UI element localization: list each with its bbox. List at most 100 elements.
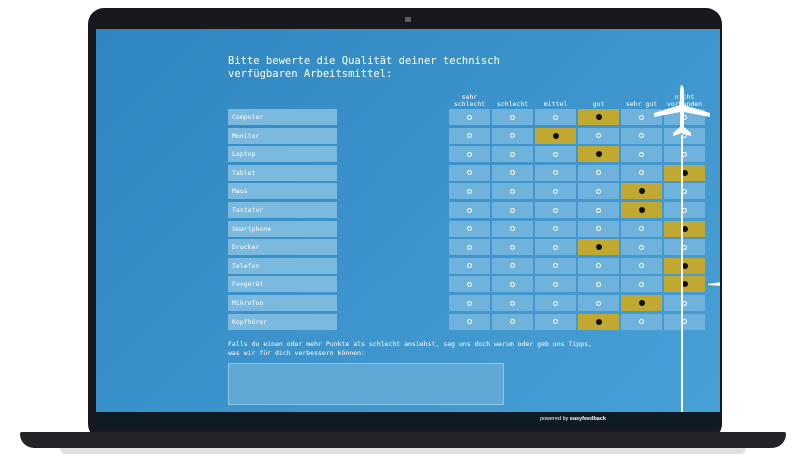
rating-option[interactable] (449, 183, 490, 200)
rating-option[interactable] (578, 183, 619, 200)
rating-option[interactable] (664, 164, 705, 181)
rating-option[interactable] (492, 127, 533, 144)
powered-by-text[interactable]: powered by easyfeedback (540, 416, 606, 422)
rating-option[interactable] (578, 257, 619, 274)
rating-option[interactable] (535, 313, 576, 330)
rating-option[interactable] (535, 257, 576, 274)
radio-icon (596, 133, 601, 139)
radio-icon (596, 263, 601, 269)
rating-option[interactable] (578, 202, 619, 218)
radio-icon (467, 207, 472, 213)
rating-option[interactable] (449, 257, 490, 274)
rating-option[interactable] (621, 109, 662, 125)
rating-option[interactable] (535, 239, 576, 256)
rating-option[interactable] (578, 146, 619, 163)
selected-radio-icon (681, 225, 688, 232)
matrix-row: Telefon (228, 257, 705, 274)
rating-option[interactable] (535, 146, 576, 163)
rating-option[interactable] (492, 313, 533, 330)
rating-option[interactable] (449, 146, 490, 163)
rating-option[interactable] (492, 220, 533, 237)
rating-option[interactable] (449, 202, 490, 218)
rating-option[interactable] (449, 109, 490, 125)
rating-option[interactable] (449, 276, 490, 293)
rating-option[interactable] (621, 183, 662, 200)
column-header: schlecht (496, 100, 529, 108)
rating-option[interactable] (621, 257, 662, 274)
rating-option[interactable] (449, 164, 490, 181)
rating-option[interactable] (621, 313, 662, 330)
row-label: Mikrofon (228, 295, 337, 311)
rating-option[interactable] (621, 146, 662, 163)
rating-option[interactable] (621, 220, 662, 237)
rating-option[interactable] (578, 127, 619, 144)
rating-option[interactable] (449, 220, 490, 237)
rating-option[interactable] (621, 127, 662, 144)
rating-option[interactable] (578, 164, 619, 181)
rating-option[interactable] (535, 202, 576, 218)
rating-option[interactable] (578, 313, 619, 330)
rating-option[interactable] (578, 295, 619, 311)
rating-option[interactable] (664, 257, 705, 274)
row-label: Drucker (228, 239, 337, 256)
rating-option[interactable] (492, 146, 533, 163)
radio-icon (467, 133, 472, 139)
rating-option[interactable] (664, 276, 705, 293)
radio-icon (596, 281, 601, 287)
rating-option[interactable] (449, 239, 490, 256)
rating-option[interactable] (664, 239, 705, 256)
rating-option[interactable] (578, 239, 619, 256)
rating-option[interactable] (621, 164, 662, 181)
rating-option[interactable] (664, 146, 705, 163)
selected-radio-icon (681, 262, 688, 269)
rating-option[interactable] (578, 220, 619, 237)
rating-option[interactable] (449, 313, 490, 330)
rating-option[interactable] (535, 164, 576, 181)
matrix-row: Computer (228, 109, 705, 125)
rating-option[interactable] (492, 239, 533, 256)
column-header: mittel (543, 100, 568, 108)
rating-option[interactable] (621, 239, 662, 256)
row-label: Kopfhörer (228, 313, 337, 330)
rating-option[interactable] (449, 127, 490, 144)
radio-icon (510, 188, 515, 194)
rating-option[interactable] (492, 183, 533, 200)
rating-option[interactable] (535, 276, 576, 293)
rating-option[interactable] (492, 276, 533, 293)
rating-option[interactable] (578, 109, 619, 125)
rating-option[interactable] (621, 295, 662, 311)
radio-icon (553, 188, 558, 194)
radio-icon (553, 281, 558, 287)
radio-icon (596, 300, 601, 306)
matrix-row: Kopfhörer (228, 313, 705, 330)
footer-bar: powered by easyfeedback (96, 412, 720, 428)
radio-icon (467, 170, 472, 176)
rating-option[interactable] (664, 295, 705, 311)
rating-option[interactable] (535, 220, 576, 237)
rating-option[interactable] (492, 164, 533, 181)
survey-screen: Bitte bewerte die Qualität deiner techni… (96, 29, 720, 428)
rating-option[interactable] (664, 313, 705, 330)
rating-option[interactable] (535, 183, 576, 200)
rating-option[interactable] (535, 295, 576, 311)
rating-option[interactable] (621, 202, 662, 218)
powered-by-prefix: powered by (539, 416, 569, 422)
rating-option[interactable] (535, 109, 576, 125)
rating-option[interactable] (535, 127, 576, 144)
radio-icon (510, 151, 515, 157)
comment-field[interactable] (228, 363, 504, 405)
rating-option[interactable] (578, 276, 619, 293)
rating-option[interactable] (664, 220, 705, 237)
rating-option[interactable] (492, 109, 533, 125)
rating-option[interactable] (621, 276, 662, 293)
rating-option[interactable] (492, 295, 533, 311)
rating-option[interactable] (492, 257, 533, 274)
rating-option[interactable] (492, 202, 533, 218)
matrix-row: Drucker (228, 239, 705, 256)
matrix-row: Smartphone (228, 220, 705, 237)
rating-option[interactable] (664, 183, 705, 200)
column-header: gut (592, 100, 605, 108)
rating-option[interactable] (449, 295, 490, 311)
selected-radio-icon (638, 300, 645, 306)
rating-option[interactable] (664, 202, 705, 218)
